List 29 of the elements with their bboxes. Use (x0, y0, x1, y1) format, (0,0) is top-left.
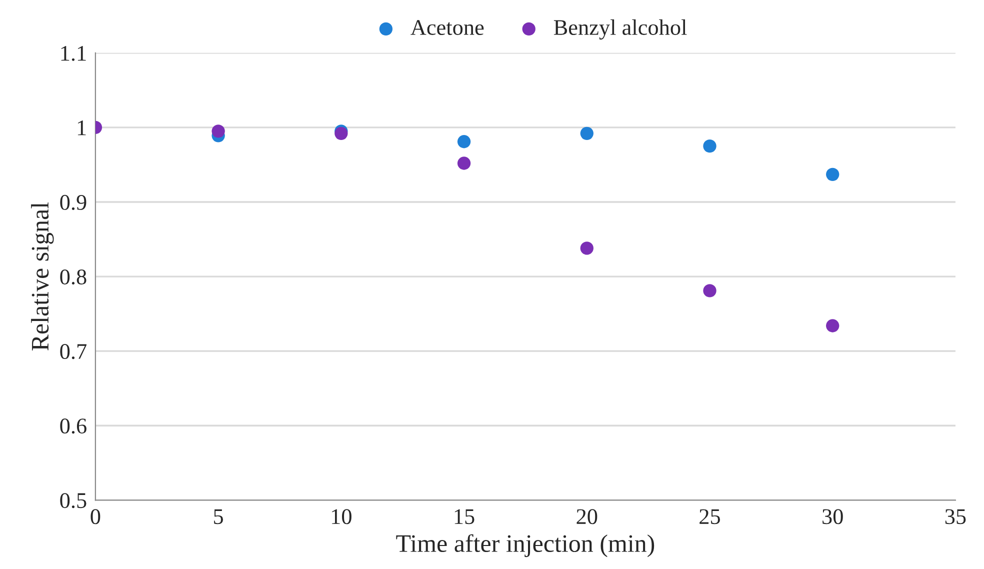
x-tick-label: 0 (90, 509, 100, 524)
y-tick-label: 0.6 (60, 418, 86, 434)
point (826, 168, 840, 182)
y-tick-label: 1 (78, 120, 86, 136)
x-tick-label: 35 (945, 509, 966, 524)
x-tick-label: 20 (576, 509, 598, 524)
point (580, 242, 594, 255)
y-tick-label: 0.5 (60, 493, 86, 508)
point (703, 140, 716, 153)
y-tick-label: 0.7 (60, 344, 86, 360)
y-tick-label: 0.8 (60, 269, 86, 285)
point (703, 284, 716, 298)
legend-label: Benzyl alcohol (554, 19, 687, 40)
x-axis-title: Time after injection (min) (396, 534, 654, 558)
x-tick-label: 30 (822, 509, 843, 524)
point (212, 124, 225, 138)
y-tick-label: 0.9 (60, 194, 86, 210)
y-tick-label: 1.1 (61, 46, 86, 61)
point (457, 135, 471, 148)
x-tick-label: 15 (454, 509, 474, 524)
point (334, 126, 348, 140)
x-tick-label: 25 (700, 509, 720, 524)
point (826, 319, 840, 332)
y-axis-title: Relative signal (31, 202, 54, 350)
legend-label: Acetone (410, 20, 484, 36)
x-tick-label: 5 (214, 509, 223, 524)
point (457, 156, 471, 170)
x-tick-label: 10 (332, 509, 352, 524)
point (580, 126, 594, 140)
